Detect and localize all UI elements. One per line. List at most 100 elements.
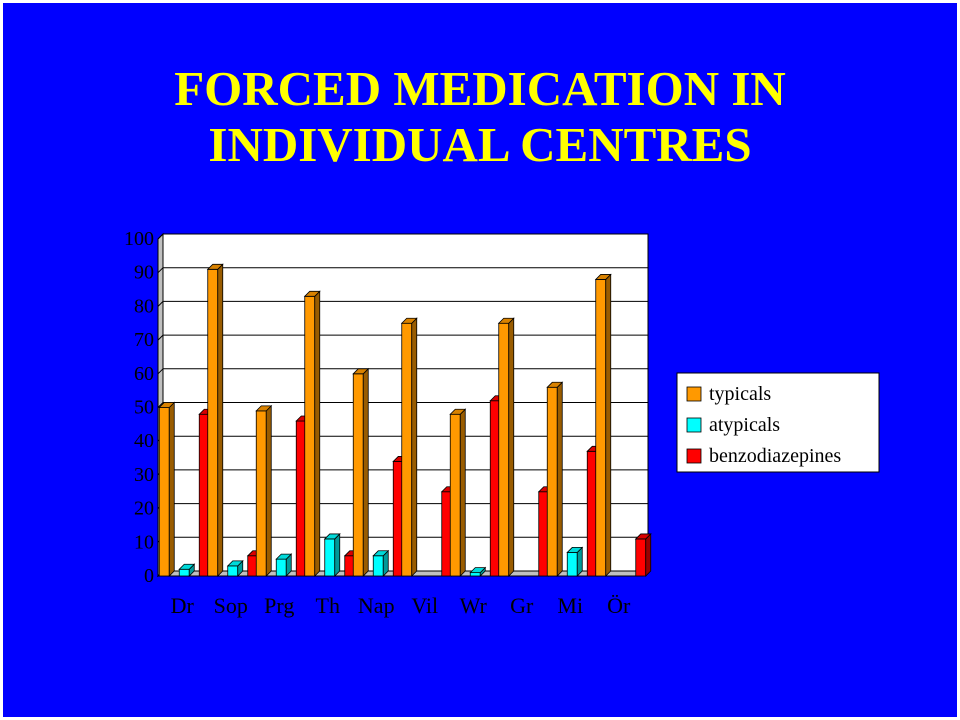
slide-title: FORCED MEDICATION IN INDIVIDUAL CENTRES: [3, 61, 957, 173]
legend-swatch: [686, 448, 702, 464]
bar-typicals-Dr: [158, 401, 176, 577]
x-tick-label: Prg: [264, 593, 294, 618]
y-tick-label: 0: [144, 565, 154, 587]
bar-side: [314, 290, 321, 577]
bar-front: [635, 538, 647, 577]
bar-top: [158, 402, 176, 408]
y-tick-label: 100: [124, 228, 154, 250]
bar-top: [226, 560, 244, 567]
bar-front: [275, 558, 287, 577]
gridline-depth: [157, 301, 164, 307]
legend-item-typicals: typicals: [686, 383, 771, 405]
bar-chart: 0 10 20 30 40 50 60 70 80 90 100 Dr Sop Prg Th Nap Vil Wr…: [124, 228, 880, 618]
gridline-depth: [157, 402, 164, 408]
bar-side: [168, 401, 175, 577]
x-tick-label: Dr: [171, 593, 195, 618]
legend-label: typicals: [709, 383, 771, 405]
bar-front: [352, 373, 364, 577]
y-tick-label: 80: [134, 295, 154, 317]
bar-front: [566, 552, 578, 577]
bar-top: [178, 563, 196, 570]
x-tick-label: Gr: [510, 593, 534, 618]
bar-top: [352, 368, 370, 375]
bar-front: [372, 555, 384, 577]
y-tick-label: 60: [134, 363, 154, 385]
y-tick-label: 40: [134, 430, 154, 452]
bar-typicals-Vil: [400, 317, 418, 577]
bar-side: [334, 532, 341, 577]
bar-top: [634, 533, 652, 540]
bar-typicals-Ör: [594, 273, 612, 577]
legend: [676, 372, 880, 473]
x-tick-label: Nap: [358, 593, 395, 618]
legend-item-atypicals: atypicals: [686, 414, 780, 436]
bar-typicals-Sop: [206, 263, 224, 577]
x-tick-label: Th: [316, 593, 340, 618]
bar-atypicals-Th: [323, 532, 341, 577]
bar-front: [401, 322, 413, 577]
bar-typicals-Th: [303, 290, 321, 577]
gridline-depth: [157, 233, 164, 240]
y-tick-label: 30: [134, 464, 154, 486]
bar-top: [594, 274, 612, 280]
bar-typicals-Prg: [255, 404, 273, 577]
legend-label: atypicals: [709, 414, 780, 436]
bar-side: [265, 404, 272, 577]
y-tick-label: 70: [134, 329, 154, 351]
x-tick-label: Sop: [214, 593, 248, 618]
bar-front: [207, 268, 219, 577]
y-tick-label: 90: [134, 262, 154, 284]
slide: FORCED MEDICATION IN INDIVIDUAL CENTRES …: [3, 3, 957, 717]
bar-top: [400, 317, 418, 324]
bar-top: [449, 408, 467, 415]
legend-label: benzodiazepines: [709, 445, 841, 467]
bar-side: [508, 317, 515, 577]
bar-top: [372, 550, 390, 557]
bar-typicals-Mi: [546, 381, 564, 577]
x-tick-label: Wr: [460, 593, 488, 618]
bar-atypicals-Prg: [275, 553, 293, 577]
legend-swatch: [686, 386, 702, 402]
bar-front: [546, 386, 558, 577]
bar-side: [362, 367, 369, 577]
bar-top: [546, 381, 564, 388]
x-tick-label: Ör: [607, 593, 631, 618]
gridline-depth: [157, 334, 164, 341]
gridline-depth: [157, 368, 164, 375]
bar-top: [303, 290, 321, 297]
bar-front: [304, 295, 316, 577]
y-tick-label: 10: [134, 531, 154, 553]
title-line-2: INDIVIDUAL CENTRES: [208, 117, 752, 172]
legend-swatch: [686, 417, 702, 433]
bar-front: [498, 322, 510, 577]
bar-side: [411, 317, 418, 577]
y-tick-label: 20: [134, 498, 154, 520]
bar-side: [645, 532, 652, 577]
bar-typicals-Nap: [352, 367, 370, 577]
x-tick-label: Mi: [557, 593, 583, 618]
bar-benzodiazepines-Ör: [634, 532, 652, 577]
title-line-1: FORCED MEDICATION IN: [174, 61, 786, 116]
bar-front: [469, 572, 481, 577]
bar-top: [255, 405, 273, 412]
bar-top: [275, 553, 293, 560]
bar-atypicals-Sop: [226, 559, 244, 577]
bar-front: [227, 565, 239, 577]
legend-item-benzodiazepines: benzodiazepines: [686, 445, 841, 467]
x-tick-label: Vil: [411, 593, 438, 618]
bar-top: [469, 567, 487, 574]
bar-side: [459, 408, 466, 577]
bar-typicals-Wr: [449, 408, 467, 577]
bar-front: [178, 568, 190, 577]
gridline-depth: [157, 267, 164, 274]
bar-front: [324, 538, 336, 577]
bar-top: [323, 533, 341, 540]
bar-top: [206, 263, 224, 270]
bar-front: [255, 410, 267, 577]
bar-side: [605, 273, 612, 577]
bar-side: [556, 381, 563, 577]
bar-front: [158, 407, 170, 577]
bar-front: [449, 413, 461, 577]
bar-atypicals-Wr: [469, 566, 487, 577]
bar-side: [217, 263, 224, 577]
